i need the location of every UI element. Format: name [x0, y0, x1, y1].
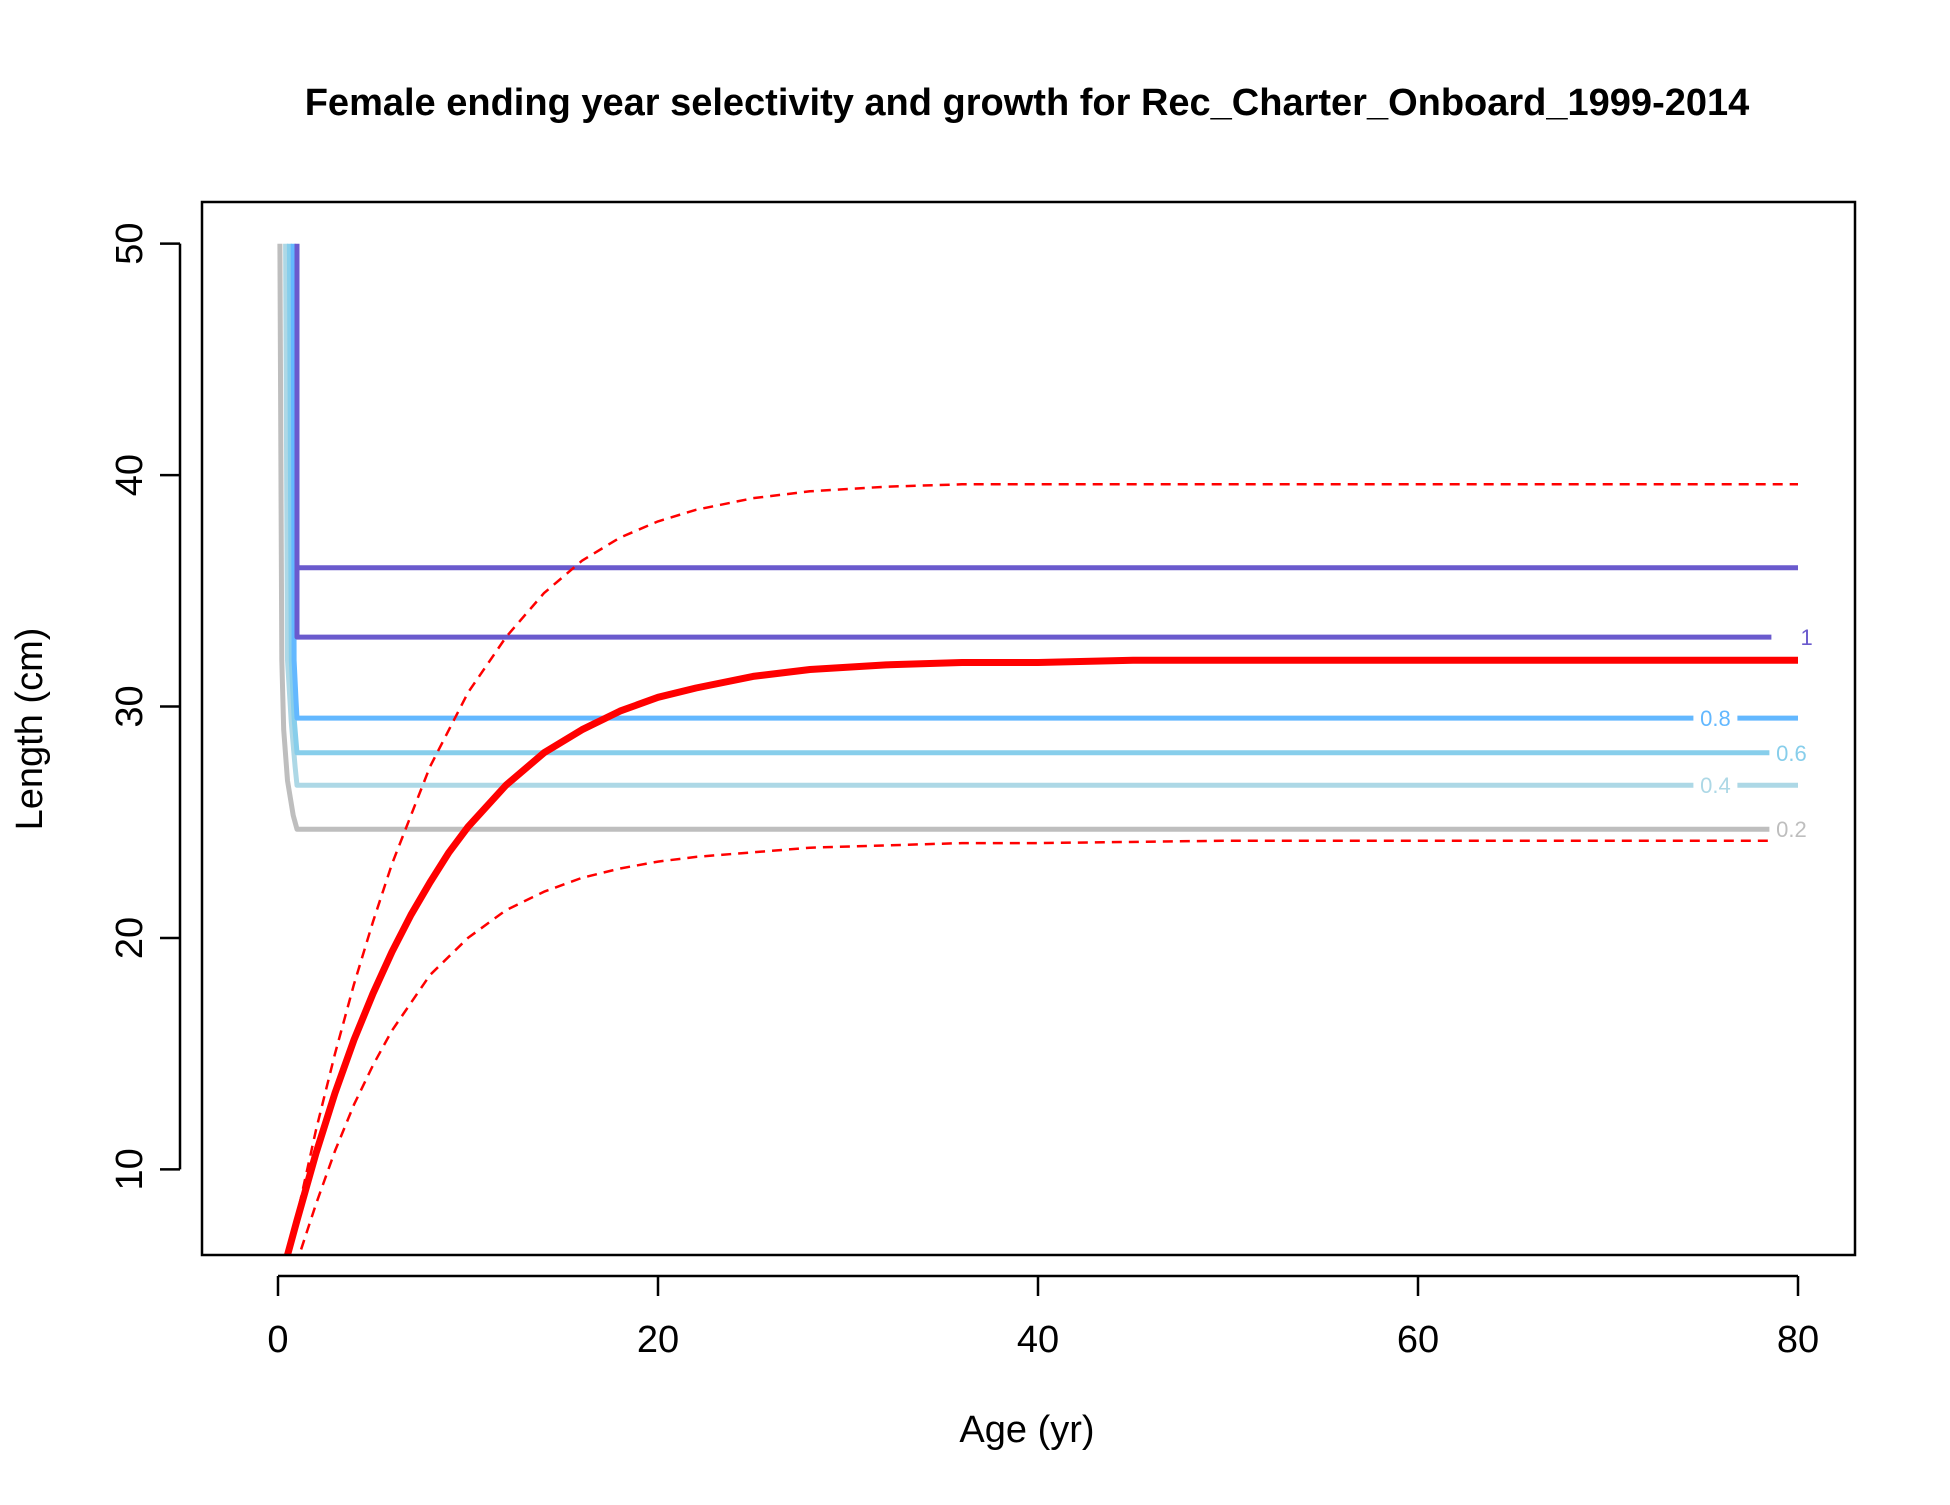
contour-label-bg [1693, 771, 1738, 800]
growth-ci-line-2 [297, 839, 1798, 1255]
x-tick-label: 20 [637, 1319, 679, 1361]
x-tick-label: 60 [1397, 1319, 1439, 1361]
contour-label-0-2: 0.2 [1776, 817, 1807, 842]
contour-line-0-6 [286, 243, 1798, 756]
y-tick-label: 10 [109, 1148, 151, 1190]
y-tick-label: 30 [109, 685, 151, 727]
contour-line-0-8 [290, 243, 1798, 721]
contour-label-0-8: 0.8 [1700, 706, 1731, 731]
x-axis: 0 20 40 60 80 [267, 1274, 1819, 1361]
contour-label-0-4: 0.4 [1700, 773, 1731, 798]
contour-line-level-extra-5 [294, 567, 1772, 640]
contour-label-bg [1784, 623, 1829, 652]
y-tick-label: 50 [109, 223, 151, 265]
y-axis-title: Length (cm) [9, 628, 51, 831]
growth-ci-line-1 [286, 483, 1798, 1255]
contour-line-0-4 [283, 243, 1798, 788]
plot-area [277, 243, 1798, 1255]
y-axis: 10 20 30 40 50 [109, 223, 182, 1191]
contour-line-1 [294, 243, 1798, 571]
x-axis-title: Age (yr) [959, 1409, 1094, 1451]
growth-mean-line [284, 656, 1798, 1255]
y-tick-label: 40 [109, 454, 151, 496]
contour-labels: 0.2 0.4 0.6 0.8 1 [1693, 623, 1829, 844]
y-tick-label: 20 [109, 917, 151, 959]
chart-title: Female ending year selectivity and growt… [305, 82, 1750, 124]
x-tick-label: 80 [1777, 1319, 1819, 1361]
contour-label-0-6: 0.6 [1776, 741, 1807, 766]
contour-line-0-2 [277, 243, 1798, 832]
contour-label-bg [1693, 704, 1738, 733]
contour-label-bg [1769, 815, 1814, 844]
contour-label-1: 1 [1800, 625, 1812, 650]
x-tick-label: 40 [1017, 1319, 1059, 1361]
contour-label-bg [1769, 738, 1814, 767]
plot-frame [200, 200, 1857, 1257]
x-tick-label: 0 [267, 1319, 288, 1361]
